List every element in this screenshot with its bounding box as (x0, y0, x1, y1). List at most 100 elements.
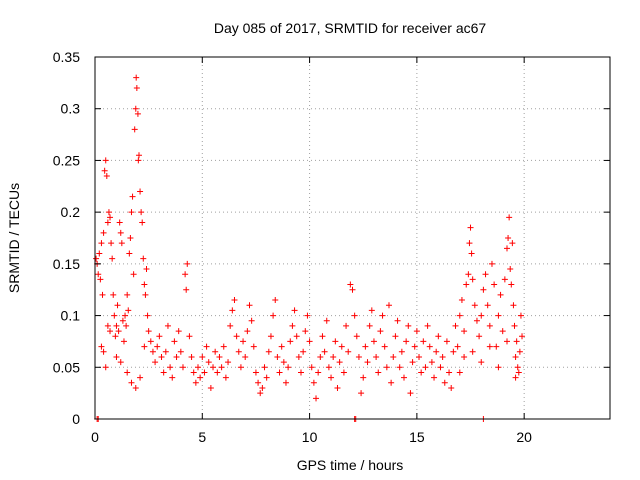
data-point (420, 338, 427, 345)
data-point (431, 374, 438, 381)
data-point (218, 364, 225, 371)
data-point (128, 379, 135, 386)
x-tick-label: 0 (91, 429, 99, 445)
data-point (132, 384, 139, 391)
data-point (355, 353, 362, 360)
data-point (379, 312, 386, 319)
data-point (497, 291, 504, 298)
data-point (199, 353, 206, 360)
data-point (428, 359, 435, 366)
y-tick-label: 0.2 (61, 204, 81, 220)
data-point (142, 291, 149, 298)
data-point (456, 369, 463, 376)
data-point (469, 348, 476, 355)
data-point (137, 374, 144, 381)
data-point (435, 333, 442, 340)
data-point (306, 338, 313, 345)
data-point (308, 364, 315, 371)
data-point (138, 209, 145, 216)
data-point (143, 266, 150, 273)
data-point (130, 271, 137, 278)
y-tick-label: 0.35 (53, 49, 80, 65)
data-point (104, 219, 111, 226)
data-point (328, 374, 335, 381)
data-point (330, 353, 337, 360)
data-point (171, 338, 178, 345)
data-point (295, 353, 302, 360)
data-point (122, 312, 129, 319)
data-point (135, 152, 142, 159)
data-point (212, 348, 219, 355)
data-point (210, 364, 217, 371)
data-point (140, 255, 147, 262)
y-tick-label: 0.3 (61, 101, 81, 117)
data-point (244, 328, 251, 335)
data-point (336, 359, 343, 366)
data-point (179, 364, 186, 371)
data-point (345, 348, 352, 355)
data-point (439, 353, 446, 360)
data-point (482, 271, 489, 278)
data-point (175, 328, 182, 335)
data-point (504, 245, 510, 252)
data-point (152, 359, 159, 366)
data-point (98, 343, 105, 350)
data-point (343, 322, 350, 329)
data-point (118, 240, 125, 247)
data-point (225, 359, 232, 366)
data-point (183, 286, 190, 293)
data-point (222, 374, 229, 381)
data-point (418, 369, 425, 376)
data-point (456, 312, 463, 319)
data-point (108, 240, 115, 247)
data-point (446, 369, 453, 376)
data-point (124, 291, 131, 298)
data-point (99, 291, 106, 298)
data-point (139, 219, 146, 226)
data-point (512, 353, 519, 360)
data-point (473, 317, 480, 324)
data-point (113, 353, 120, 360)
data-point (119, 317, 126, 324)
data-point (145, 328, 152, 335)
data-point (141, 281, 148, 288)
data-point (390, 353, 397, 360)
data-point (441, 379, 448, 386)
data-point (235, 348, 242, 355)
data-point (111, 312, 118, 319)
data-point (338, 343, 345, 350)
data-point (499, 328, 506, 335)
data-point (167, 364, 174, 371)
data-point (229, 307, 236, 314)
data-point (158, 353, 165, 360)
data-point (117, 359, 124, 366)
data-point (109, 255, 116, 262)
y-tick-label: 0.25 (53, 152, 80, 168)
chart-title: Day 085 of 2017, SRMTID for receiver ac6… (214, 20, 487, 36)
y-tick-label: 0.15 (53, 256, 80, 272)
data-point (188, 353, 195, 360)
data-point (513, 338, 520, 345)
data-point (298, 369, 304, 376)
data-point (300, 348, 307, 355)
data-point (102, 364, 109, 371)
data-point (205, 359, 212, 366)
data-point (250, 343, 257, 350)
data-point (255, 379, 262, 386)
data-point (448, 384, 455, 391)
grid-lines (95, 57, 610, 419)
data-point (517, 312, 524, 319)
data-point (287, 338, 294, 345)
data-point (360, 374, 367, 381)
data-point (278, 343, 285, 350)
data-point (129, 193, 136, 200)
data-point (291, 307, 298, 314)
data-point (144, 312, 151, 319)
data-point (512, 374, 519, 381)
data-point (124, 369, 131, 376)
data-point (310, 379, 317, 386)
data-point (128, 209, 135, 216)
data-point (317, 353, 324, 360)
data-point (240, 338, 247, 345)
